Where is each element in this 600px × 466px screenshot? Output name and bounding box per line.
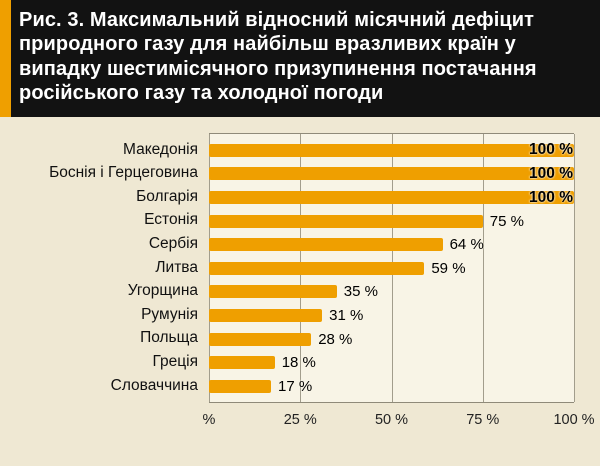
value-label: 31 % (329, 307, 364, 325)
bar-chart: Македонія Боснія і Герцеговина Болгарія Ест… (0, 117, 600, 404)
gridline (482, 133, 484, 403)
x-tick-label: 75 % (466, 412, 500, 429)
bar (209, 167, 574, 181)
category-label: Словаччина (110, 376, 198, 394)
x-tick-label: 100 % (553, 412, 595, 429)
category-label: Боснія і Герцеговина (49, 164, 198, 182)
bar (209, 238, 443, 252)
x-tick-label: 25 % (283, 412, 317, 429)
category-label: Польща (140, 329, 198, 347)
bar (209, 356, 275, 370)
bar (209, 332, 312, 346)
bar-row: 31 % (209, 304, 574, 328)
bar-rows: 100 % 100 % 100 % 75 % 64 % 59 % 35 % 31 % 28 % 1… (209, 134, 574, 403)
plot-area: 100 % 100 % 100 % 75 % 64 % 59 % 35 % 31 % 28 % 1… (209, 132, 575, 404)
bar-row: 100 % (209, 139, 574, 163)
gridline (574, 133, 575, 403)
figure-header: Рис. 3. Максимальний відносний місячний … (0, 0, 600, 117)
category-label: Македонія (122, 140, 198, 158)
bar-row: 64 % (209, 233, 574, 257)
value-label: 17 % (278, 377, 313, 395)
x-axis: % 25 % 50 % 75 % 100 % (203, 407, 595, 435)
category-label: Естонія (144, 211, 198, 229)
bar-row: 28 % (209, 327, 574, 351)
value-label: 100 % (529, 188, 573, 206)
bar-row: 100 % (209, 186, 574, 210)
bar (209, 285, 337, 299)
x-tick-label: 50 % (374, 412, 409, 429)
category-labels: Македонія Боснія і Герцеговина Болгарія Ест… (6, 133, 209, 404)
value-label: 35 % (343, 283, 378, 301)
value-label: 75 % (489, 212, 524, 230)
bar (209, 261, 425, 275)
value-label: 18 % (281, 354, 316, 372)
bar-row: 18 % (209, 351, 574, 375)
value-label: 100 % (529, 141, 573, 159)
value-label: 100 % (529, 164, 573, 182)
bar (209, 214, 483, 228)
category-label: Греція (152, 352, 198, 370)
bar-row: 35 % (209, 280, 574, 304)
category-label: Угорщина (127, 282, 198, 300)
bar-row: 17 % (209, 375, 574, 399)
bar-row: 59 % (209, 257, 574, 281)
bar-row: 75 % (209, 209, 574, 233)
value-label: 64 % (449, 236, 484, 254)
category-label: Литва (155, 258, 198, 276)
chart-title: Рис. 3. Максимальний відносний місячний … (19, 9, 537, 105)
category-label: Болгарія (136, 187, 198, 205)
x-tick-label: % (202, 412, 216, 429)
category-label: Сербія (148, 234, 198, 252)
value-label: 28 % (318, 330, 353, 348)
category-label: Румунія (141, 305, 198, 323)
value-label: 59 % (431, 259, 466, 277)
bar (209, 191, 574, 205)
bar (209, 309, 323, 323)
bar (209, 143, 574, 157)
bar-row: 100 % (209, 162, 574, 186)
bar (209, 379, 272, 393)
